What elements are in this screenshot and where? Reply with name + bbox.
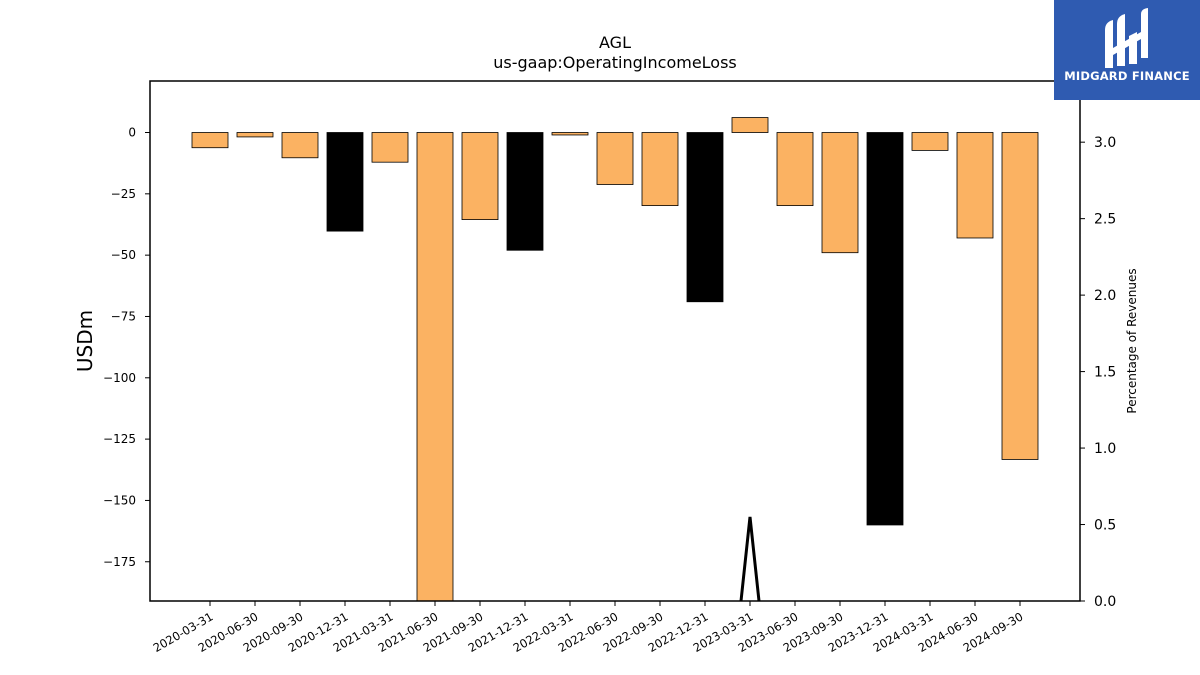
bars-group <box>191 117 1039 602</box>
y2-tick-label: 1.5 <box>1094 365 1116 381</box>
bar-2021-09-30 <box>461 132 499 220</box>
bar-2023-03-31 <box>731 117 769 133</box>
bar-2021-12-31 <box>506 132 544 251</box>
midgard-logo-icon <box>1105 8 1148 68</box>
y2-tick-label: 1.0 <box>1094 441 1116 457</box>
bar-2020-12-31 <box>326 132 364 232</box>
bar-2022-03-31 <box>551 132 589 136</box>
y-tick-label: −75 <box>111 309 136 323</box>
bar-2023-06-30 <box>776 132 814 207</box>
bar-2020-06-30 <box>236 132 274 138</box>
y-tick-label: −25 <box>111 187 136 201</box>
logo-text: MIDGARD FINANCE <box>1064 69 1190 83</box>
y2-axis-label: Percentage of Revenues <box>1125 268 1139 413</box>
y2-tick-label: 0.5 <box>1094 518 1116 534</box>
bar-2023-09-30 <box>821 132 859 254</box>
bar-2024-06-30 <box>956 132 994 239</box>
bar-2020-09-30 <box>281 132 319 159</box>
y-tick-label: −50 <box>111 248 136 262</box>
y2-tick-label: 2.0 <box>1094 288 1116 304</box>
bar-2024-09-30 <box>1001 132 1039 460</box>
chart-subtitle: us-gaap:OperatingIncomeLoss <box>493 53 737 72</box>
ratio-line-group <box>739 516 761 602</box>
y-tick-label: −100 <box>103 371 136 385</box>
y-tick-label: 0 <box>128 126 136 140</box>
bar-2023-12-31 <box>866 132 904 526</box>
bar-2022-12-31 <box>686 132 724 303</box>
y-tick-label: −175 <box>103 555 136 569</box>
midgard-finance-logo: MIDGARD FINANCE <box>1054 0 1200 100</box>
chart-title: AGL <box>599 33 631 52</box>
bar-2024-03-31 <box>911 132 949 151</box>
revenue-ratio-line <box>739 516 761 602</box>
y-tick-label: −125 <box>103 432 136 446</box>
bar-2022-06-30 <box>596 132 634 185</box>
bar-2021-03-31 <box>371 132 409 163</box>
y-axis-label: USDm <box>73 310 97 372</box>
bar-2021-06-30 <box>416 132 454 602</box>
bar-2022-09-30 <box>641 132 679 207</box>
y2-tick-label: 3.0 <box>1094 135 1116 151</box>
y2-tick-label: 2.5 <box>1094 212 1116 228</box>
y-tick-label: −150 <box>103 493 136 507</box>
bar-2020-03-31 <box>191 132 229 149</box>
y2-tick-label: 0.0 <box>1094 594 1116 610</box>
